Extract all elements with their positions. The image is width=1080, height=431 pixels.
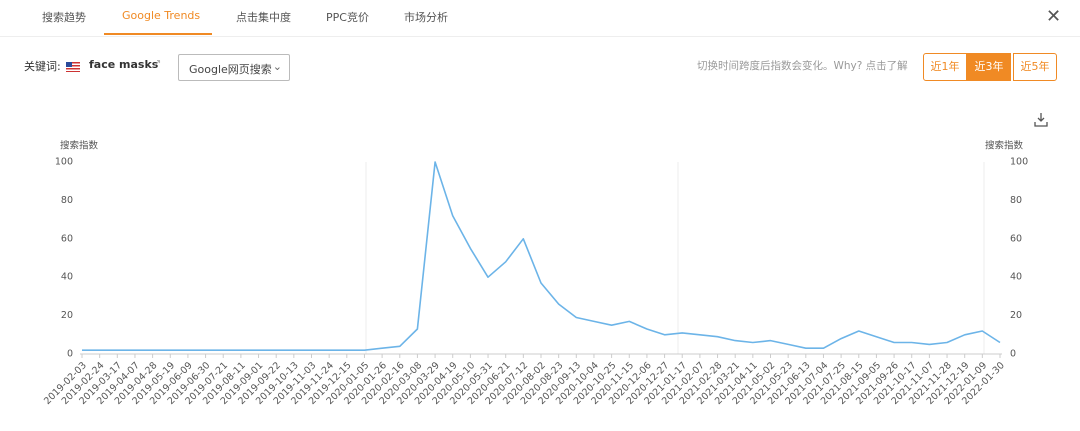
y-tick-label: 60 xyxy=(61,233,73,244)
tab-bar: 搜索趋势 Google Trends 点击集中度 PPC竞价 市场分析 ✕ xyxy=(0,0,1080,37)
y2-axis-title: 搜索指数 xyxy=(985,140,1024,152)
tab[interactable]: PPC竞价 xyxy=(326,11,369,24)
download-icon[interactable] xyxy=(1033,112,1049,128)
y-tick-label: 40 xyxy=(61,272,73,283)
y-tick-label: 80 xyxy=(61,195,73,206)
external-link-icon[interactable]: ↗ xyxy=(153,58,162,69)
tab[interactable]: 市场分析 xyxy=(404,11,448,24)
y2-tick-label: 60 xyxy=(1010,233,1022,244)
y-axis-title: 搜索指数 xyxy=(60,140,99,152)
range-button[interactable]: 近1年 xyxy=(923,53,967,81)
close-button[interactable]: ✕ xyxy=(1046,6,1062,27)
hint-link[interactable]: 切换时间跨度后指数会变化。Why? 点击了解 xyxy=(697,60,908,72)
y2-tick-label: 0 xyxy=(1010,349,1016,360)
y-tick-label: 20 xyxy=(61,310,73,321)
tab[interactable]: 点击集中度 xyxy=(236,11,291,24)
y2-tick-label: 80 xyxy=(1010,195,1022,206)
search-select[interactable]: Google网页搜索 ⌄ xyxy=(178,54,290,81)
chevron: ⌄ xyxy=(272,60,282,73)
line-series xyxy=(82,161,1001,351)
y-tick-label: 100 xyxy=(55,157,73,168)
active-underline xyxy=(104,33,212,35)
tab[interactable]: 搜索趋势 xyxy=(42,11,86,24)
select-text: Google网页搜索 xyxy=(189,63,272,76)
range-button[interactable]: 近5年 xyxy=(1013,53,1057,81)
tab[interactable]: Google Trends xyxy=(122,9,201,22)
us-flag xyxy=(66,62,80,72)
keyword[interactable]: face masks xyxy=(89,58,159,71)
y2-tick-label: 100 xyxy=(1010,157,1028,168)
y2-tick-label: 20 xyxy=(1010,310,1022,321)
keyword-label: 关键词: xyxy=(24,60,61,73)
range-button[interactable]: 近3年 xyxy=(967,53,1011,81)
y2-tick-label: 40 xyxy=(1010,272,1022,283)
y-tick-label: 0 xyxy=(67,349,73,360)
